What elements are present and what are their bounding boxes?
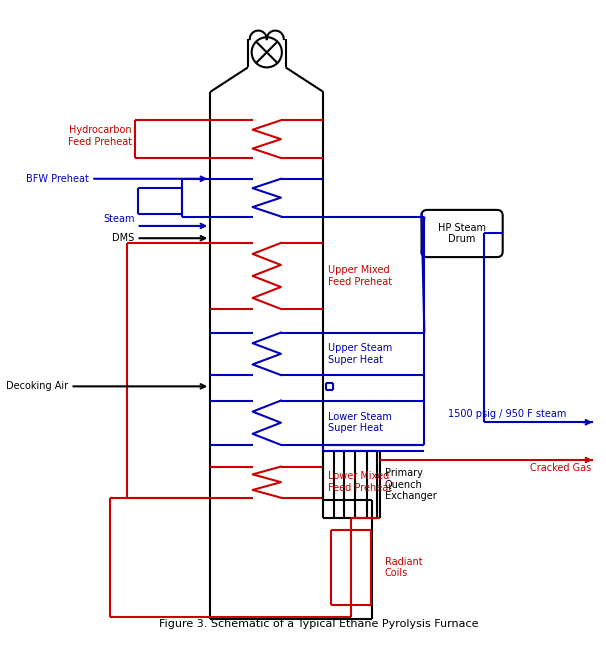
Text: Upper Mixed
Feed Preheat: Upper Mixed Feed Preheat xyxy=(328,265,392,286)
Text: Figure 3. Schematic of a Typical Ethane Pyrolysis Furnace: Figure 3. Schematic of a Typical Ethane … xyxy=(159,619,478,629)
Text: Lower Steam
Super Heat: Lower Steam Super Heat xyxy=(328,412,392,434)
Text: Decoking Air: Decoking Air xyxy=(7,381,68,391)
Text: HP Steam
Drum: HP Steam Drum xyxy=(438,223,486,244)
Text: DMS: DMS xyxy=(112,233,135,243)
Text: Primary
Quench
Exchanger: Primary Quench Exchanger xyxy=(385,468,436,501)
Text: BFW Preheat: BFW Preheat xyxy=(27,174,89,184)
Text: Upper Steam
Super Heat: Upper Steam Super Heat xyxy=(328,343,392,365)
Text: Hydrocarbon
Feed Preheat: Hydrocarbon Feed Preheat xyxy=(68,125,132,146)
Text: Radiant
Coils: Radiant Coils xyxy=(385,557,422,578)
Text: Cracked Gas: Cracked Gas xyxy=(530,463,591,473)
Text: Lower Mixed
Feed Preheat: Lower Mixed Feed Preheat xyxy=(328,471,392,493)
Text: 1500 psig / 950 F steam: 1500 psig / 950 F steam xyxy=(448,409,567,419)
Text: Steam: Steam xyxy=(103,214,135,224)
